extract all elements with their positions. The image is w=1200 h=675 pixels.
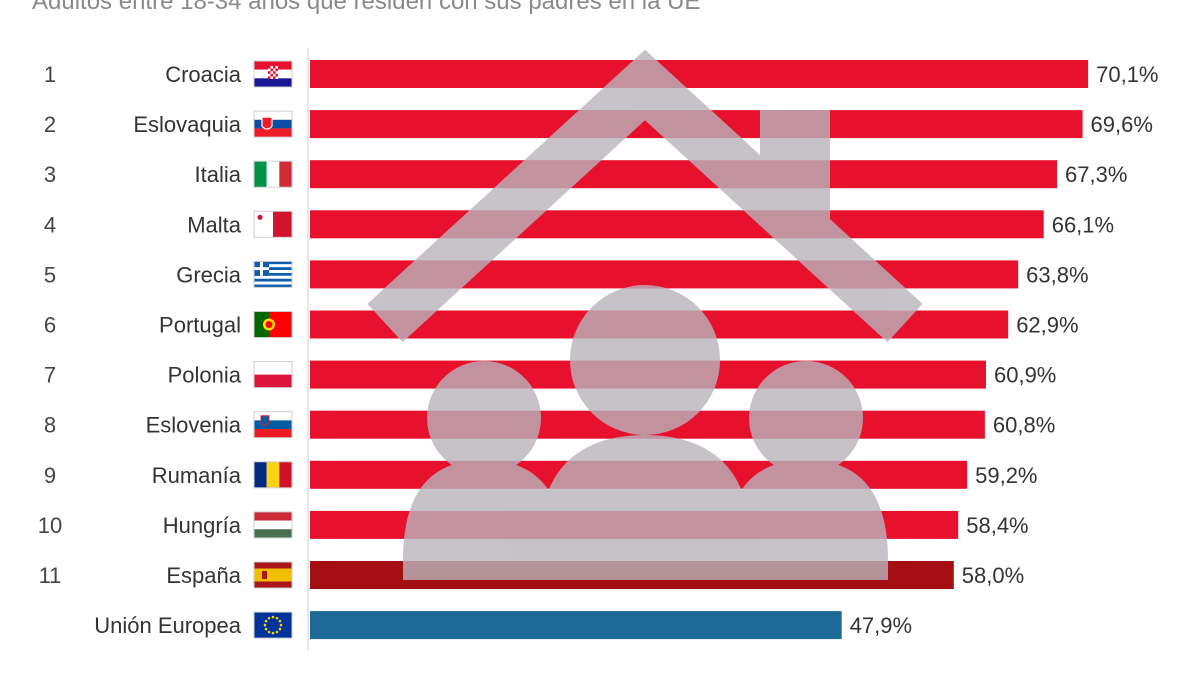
category-label: Grecia bbox=[176, 262, 242, 287]
rank-label: 7 bbox=[44, 363, 56, 388]
category-label: Malta bbox=[187, 212, 242, 237]
value-label: 66,1% bbox=[1052, 212, 1114, 237]
category-label: Unión Europea bbox=[94, 613, 242, 638]
flag-italy-icon bbox=[253, 160, 293, 188]
rank-label: 8 bbox=[44, 413, 56, 438]
flag-eu-icon bbox=[253, 611, 293, 639]
flag-malta-icon bbox=[253, 210, 293, 238]
rank-label: 3 bbox=[44, 162, 56, 187]
category-label: España bbox=[166, 563, 241, 588]
value-label: 59,2% bbox=[975, 463, 1037, 488]
category-label: Eslovaquia bbox=[133, 112, 241, 137]
flag-poland-icon bbox=[253, 361, 293, 389]
flag-portugal-icon bbox=[253, 311, 293, 338]
category-label: Portugal bbox=[159, 313, 241, 338]
rank-label: 5 bbox=[44, 262, 56, 287]
value-label: 69,6% bbox=[1091, 112, 1153, 137]
flag-hungary-icon bbox=[253, 511, 293, 539]
rank-label: 1 bbox=[44, 62, 56, 87]
flag-slovenia-icon bbox=[253, 411, 293, 439]
value-label: 60,9% bbox=[994, 363, 1056, 388]
category-label: Hungría bbox=[163, 513, 242, 538]
bar bbox=[310, 611, 842, 640]
chart-subtitle: Adultos entre 18-34 años que residen con… bbox=[32, 0, 701, 15]
rank-label: 2 bbox=[44, 112, 56, 137]
flag-croatia-icon bbox=[253, 60, 293, 88]
bar bbox=[310, 160, 1058, 189]
category-label: Eslovenia bbox=[146, 413, 242, 438]
house-family-icon bbox=[367, 49, 923, 580]
value-label: 67,3% bbox=[1065, 162, 1127, 187]
rank-label: 6 bbox=[44, 313, 56, 338]
flag-slovakia-icon bbox=[253, 110, 293, 138]
rank-label: 10 bbox=[38, 513, 62, 538]
value-label: 62,9% bbox=[1016, 313, 1078, 338]
category-label: Rumanía bbox=[152, 463, 242, 488]
flag-greece-icon bbox=[253, 260, 293, 288]
rank-label: 11 bbox=[39, 563, 62, 588]
value-label: 63,8% bbox=[1026, 262, 1088, 287]
category-label: Croacia bbox=[165, 62, 242, 87]
value-label: 58,4% bbox=[966, 513, 1028, 538]
value-label: 70,1% bbox=[1096, 62, 1158, 87]
bar bbox=[310, 60, 1089, 88]
bar bbox=[310, 210, 1044, 239]
rank-label: 4 bbox=[44, 212, 56, 237]
labels-group: 1 Croacia 70,1% 2 Eslovaquia 69,6% 3 Italia 67,3… bbox=[38, 60, 1159, 639]
category-label: Italia bbox=[195, 162, 242, 187]
category-label: Polonia bbox=[168, 363, 242, 388]
value-label: 60,8% bbox=[993, 413, 1055, 438]
flag-romania-icon bbox=[253, 461, 293, 489]
value-label: 47,9% bbox=[850, 613, 912, 638]
flag-spain-icon bbox=[253, 561, 293, 589]
rank-label: 9 bbox=[44, 463, 56, 488]
value-label: 58,0% bbox=[962, 563, 1024, 588]
